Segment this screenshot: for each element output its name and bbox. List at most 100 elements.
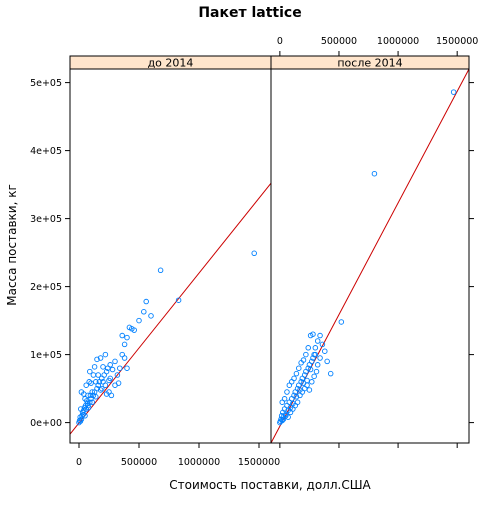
data-point — [85, 402, 91, 409]
data-point — [313, 368, 320, 375]
y-tick-label: 2e+05 — [30, 282, 62, 293]
data-point — [305, 345, 311, 351]
data-point — [148, 313, 154, 319]
data-point — [157, 267, 164, 274]
y-axis-label: Масса поставки, кг — [5, 184, 19, 306]
data-point — [114, 372, 121, 378]
data-point — [319, 341, 326, 348]
data-point — [97, 355, 104, 361]
data-point — [141, 309, 147, 315]
data-point — [338, 319, 345, 325]
data-point — [107, 375, 113, 382]
data-point — [293, 394, 300, 400]
data-point — [306, 387, 313, 393]
data-point — [312, 345, 319, 351]
data-point — [293, 370, 300, 377]
data-point — [314, 338, 321, 344]
data-point — [300, 357, 307, 363]
y-tick-label: 1e+05 — [30, 350, 62, 361]
data-point — [294, 399, 301, 405]
data-point — [102, 351, 109, 358]
data-point — [312, 351, 319, 358]
data-point — [251, 250, 257, 257]
x-tick-label-top: 500000 — [321, 36, 357, 47]
data-point — [93, 379, 99, 385]
data-point — [136, 317, 142, 324]
data-point — [309, 358, 315, 365]
x-tick-label-bottom: 500000 — [121, 457, 157, 468]
data-point — [93, 394, 99, 400]
data-point — [284, 389, 290, 395]
data-point — [131, 327, 137, 333]
data-point — [310, 331, 316, 337]
data-point — [83, 382, 89, 388]
strip-label: до 2014 — [148, 57, 194, 70]
data-point — [108, 392, 115, 399]
data-point — [281, 396, 288, 402]
data-point — [285, 414, 291, 420]
data-point — [112, 358, 118, 365]
data-point — [100, 364, 106, 370]
data-point — [78, 416, 85, 422]
data-point — [450, 89, 457, 95]
data-point — [103, 368, 110, 375]
data-point — [107, 362, 113, 368]
data-point — [307, 366, 314, 373]
data-point — [121, 341, 128, 348]
data-point — [317, 332, 323, 339]
data-point — [85, 392, 91, 399]
data-point — [95, 372, 101, 378]
panel-2: после 2014 — [270, 55, 470, 444]
data-point — [301, 372, 308, 378]
fit-line — [70, 182, 271, 435]
data-point — [309, 379, 315, 385]
data-point — [91, 364, 98, 370]
x-tick-label-bottom: 1500000 — [238, 457, 280, 468]
data-point — [94, 356, 100, 363]
data-point — [117, 365, 123, 371]
x-tick-label-top: 0 — [277, 36, 283, 47]
y-tick-label: 0e+00 — [30, 418, 62, 429]
panel-1: до 2014 — [69, 55, 272, 444]
y-tick-label: 4e+05 — [30, 146, 62, 157]
data-point — [99, 385, 105, 392]
y-tick-label: 3e+05 — [30, 214, 62, 225]
panel-frame — [270, 68, 470, 444]
plot-area — [70, 69, 271, 443]
y-tick-label: 5e+05 — [30, 78, 62, 89]
data-point — [311, 373, 317, 380]
data-point — [124, 334, 130, 341]
data-point — [97, 387, 104, 393]
chart-title: Пакет lattice — [198, 5, 301, 21]
data-point — [124, 365, 130, 371]
data-point — [82, 413, 88, 419]
data-point — [109, 366, 116, 373]
data-point — [103, 391, 110, 397]
x-tick-label-top: 1500000 — [436, 36, 478, 47]
data-point — [86, 379, 92, 385]
data-point — [115, 380, 122, 386]
strip-label: после 2014 — [337, 57, 402, 70]
data-point — [102, 382, 109, 388]
data-point — [143, 298, 149, 305]
data-point — [314, 362, 321, 368]
x-axis-label: Стоимость поставки, долл.США — [169, 478, 371, 492]
data-point — [87, 392, 94, 399]
data-point — [324, 358, 330, 365]
data-point — [291, 375, 297, 382]
data-point — [279, 417, 285, 424]
x-tick-label-bottom: 1000000 — [178, 457, 220, 468]
data-point — [119, 332, 125, 339]
data-point — [371, 170, 378, 177]
chart-layer: до 2014 после 2014 0e+00 1e+05 2e+05 3e+05 4e+… — [30, 36, 478, 468]
data-point — [327, 370, 334, 377]
data-point — [322, 348, 328, 354]
data-point — [317, 355, 323, 361]
data-point — [79, 413, 85, 419]
data-point — [87, 368, 93, 375]
data-point — [303, 351, 309, 358]
data-point — [296, 365, 302, 371]
data-point — [304, 382, 310, 388]
